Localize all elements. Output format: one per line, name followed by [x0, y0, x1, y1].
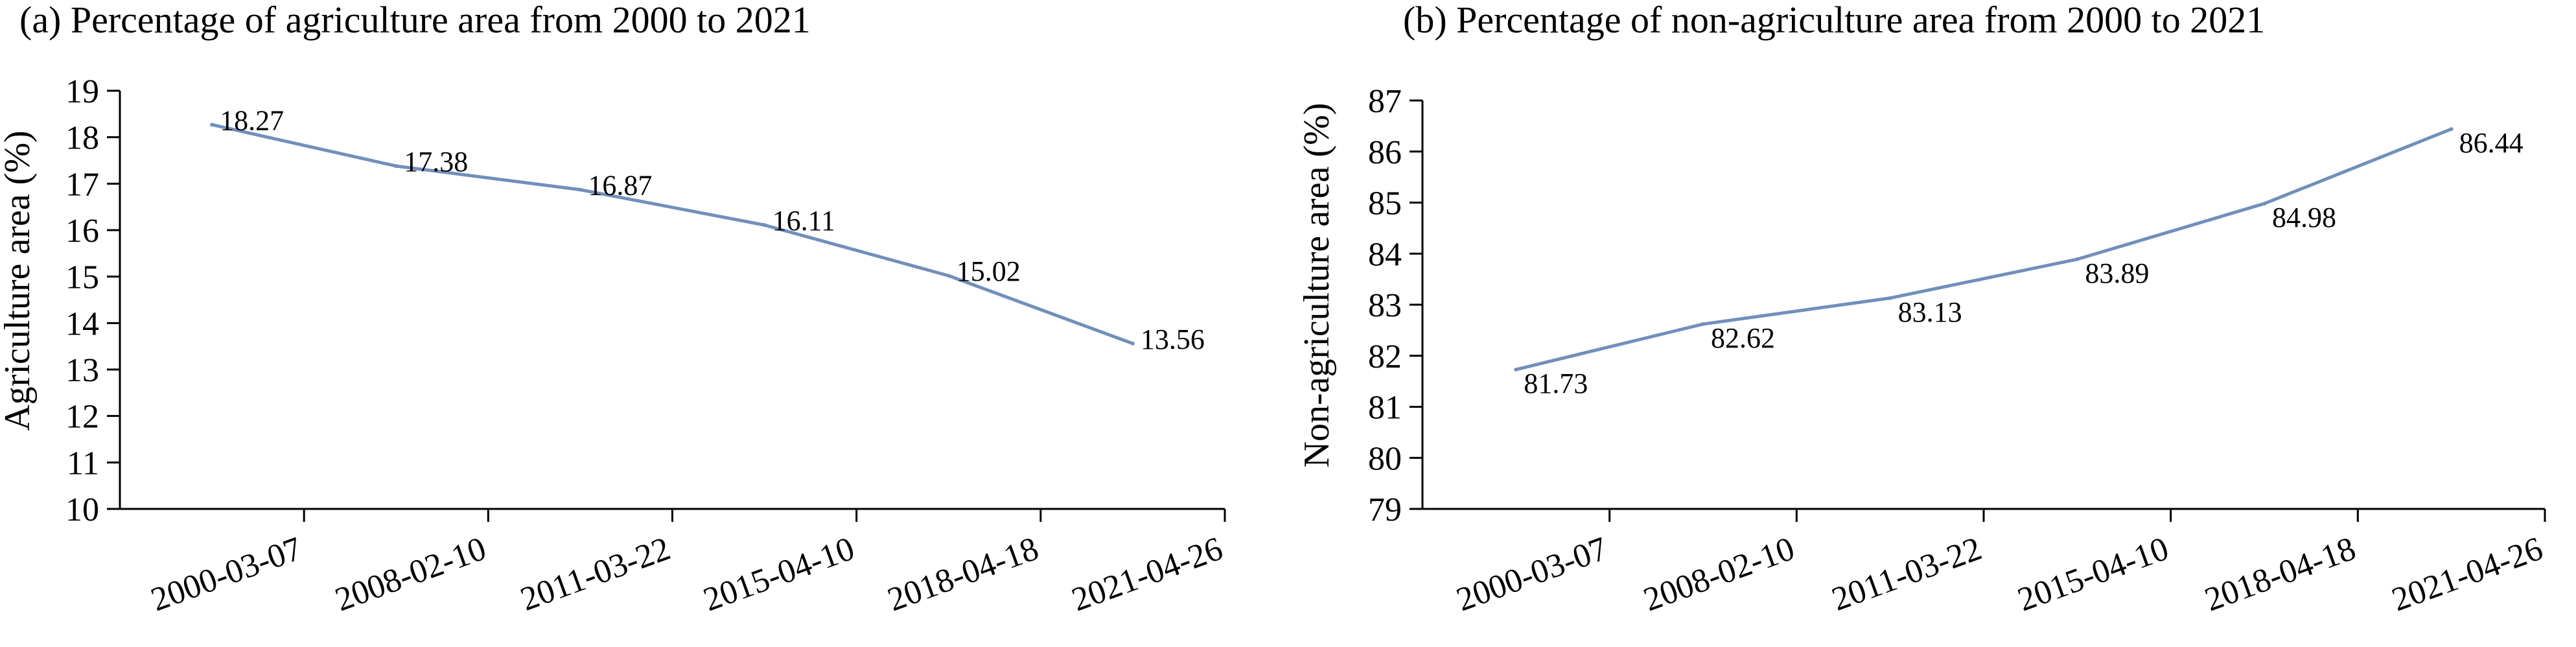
chart-title: (a) Percentage of agriculture area from … — [19, 0, 811, 41]
y-tick-label: 79 — [1368, 491, 1402, 528]
data-point — [578, 187, 583, 192]
data-point — [946, 274, 951, 278]
y-tick-label: 80 — [1368, 440, 1402, 477]
data-point — [1701, 322, 1705, 326]
data-point — [210, 123, 215, 127]
data-point — [1130, 341, 1135, 346]
data-label: 15.02 — [957, 255, 1021, 287]
data-label: 81.73 — [1524, 368, 1588, 399]
data-label: 18.27 — [220, 104, 284, 136]
data-point — [1888, 296, 1892, 300]
y-tick-label: 84 — [1368, 236, 1402, 273]
data-label: 83.89 — [2085, 257, 2149, 289]
y-tick-label: 86 — [1368, 134, 1402, 171]
x-tick-label: 2000-03-07 — [146, 530, 307, 619]
y-tick-label: 17 — [65, 166, 99, 203]
y-tick-label: 81 — [1368, 390, 1402, 427]
series-line — [211, 123, 1133, 346]
y-tick-label: 83 — [1368, 287, 1402, 324]
series-line — [1515, 127, 2452, 371]
data-point — [394, 164, 399, 169]
y-tick-label: 11 — [67, 445, 99, 482]
x-tick-label: 2011-03-22 — [516, 530, 675, 618]
data-label: 16.87 — [588, 170, 652, 202]
y-tick-label: 87 — [1368, 83, 1402, 120]
x-tick-label: 2021-04-26 — [2387, 530, 2548, 619]
data-label: 84.98 — [2272, 202, 2336, 233]
chart-title: (b) Percentage of non-agriculture area f… — [1403, 0, 2265, 41]
data-label: 13.56 — [1141, 324, 1205, 355]
x-tick-label: 2021-04-26 — [1067, 530, 1228, 619]
data-label: 86.44 — [2459, 127, 2524, 159]
chart-panel-a: (a) Percentage of agriculture area from … — [0, 0, 1227, 618]
x-tick-label: 2015-04-10 — [699, 530, 859, 619]
data-label: 16.11 — [772, 205, 835, 237]
data-label: 17.38 — [404, 146, 468, 178]
data-point — [1514, 368, 1518, 372]
x-tick-label: 2000-03-07 — [1452, 530, 1612, 619]
x-tick-label: 2008-02-10 — [1639, 530, 1800, 619]
y-tick-label: 10 — [65, 491, 99, 528]
y-tick-label: 15 — [65, 259, 99, 296]
y-tick-label: 12 — [65, 399, 99, 436]
chart-panel-b: (b) Percentage of non-agriculture area f… — [1297, 0, 2547, 618]
y-tick-label: 85 — [1368, 185, 1402, 222]
x-tick-label: 2018-04-18 — [883, 530, 1043, 619]
y-tick-label: 16 — [65, 213, 99, 250]
data-point — [2075, 257, 2080, 261]
y-axis-title: Agriculture area (%) — [0, 130, 38, 430]
x-tick-label: 2011-03-22 — [1827, 530, 1986, 618]
y-tick-label: 19 — [65, 73, 99, 110]
y-tick-label: 82 — [1368, 338, 1402, 375]
data-point — [762, 223, 767, 228]
y-axis-title: Non-agriculture area (%) — [1297, 103, 1337, 468]
data-label: 82.62 — [1711, 322, 1775, 354]
data-point — [2449, 127, 2454, 132]
x-tick-label: 2018-04-18 — [2200, 530, 2361, 619]
x-tick-label: 2008-02-10 — [331, 530, 491, 619]
y-tick-label: 18 — [65, 120, 99, 157]
data-label: 83.13 — [1898, 296, 1962, 328]
y-tick-label: 13 — [65, 352, 99, 389]
data-point — [2262, 202, 2266, 206]
x-tick-label: 2015-04-10 — [2013, 530, 2174, 619]
y-tick-label: 14 — [65, 305, 99, 342]
